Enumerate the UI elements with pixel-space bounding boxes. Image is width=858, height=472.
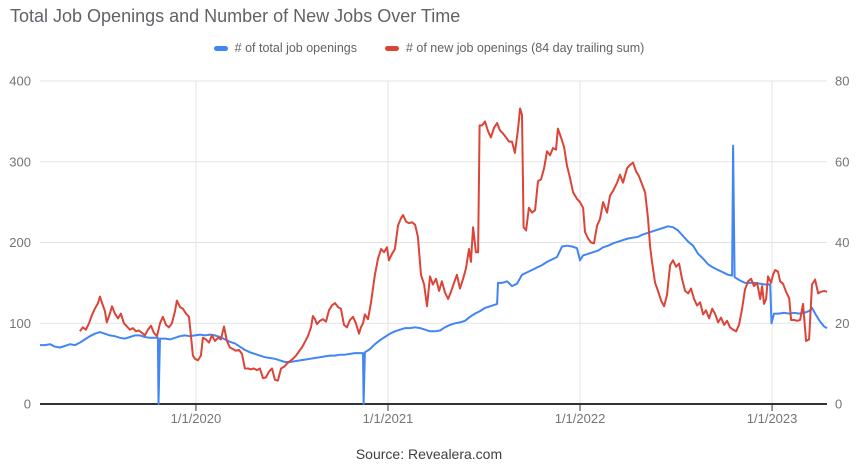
y-axis-left-label: 200 xyxy=(9,235,31,250)
legend-label-new: # of new job openings (84 day trailing s… xyxy=(405,41,645,55)
series-line-total-job-openings[interactable] xyxy=(40,144,828,405)
source-caption: Source: Revealera.com xyxy=(355,446,503,462)
series-line-new-job-openings[interactable] xyxy=(79,107,828,382)
y-axis-right-label: 20 xyxy=(835,316,849,331)
y-axis-right-label: 60 xyxy=(835,154,849,169)
legend-label-total: # of total job openings xyxy=(234,41,357,55)
y-axis-left-label: 300 xyxy=(9,154,31,169)
chart-title: Total Job Openings and Number of New Job… xyxy=(10,6,461,26)
legend-item-total-job-openings: # of total job openings xyxy=(213,41,357,55)
y-axis-left-label: 400 xyxy=(9,74,31,89)
x-axis-label: 1/1/2023 xyxy=(747,411,798,426)
y-axis-right-label: 0 xyxy=(835,397,842,412)
chart-legend: # of total job openings # of new job ope… xyxy=(0,41,858,55)
y-axis-right-label: 80 xyxy=(835,74,849,89)
x-axis-label: 1/1/2020 xyxy=(171,411,222,426)
legend-swatch-new-icon xyxy=(384,45,399,51)
y-axis-right-label: 40 xyxy=(835,235,849,250)
legend-item-new-job-openings: # of new job openings (84 day trailing s… xyxy=(384,41,645,55)
x-axis-label: 1/1/2022 xyxy=(555,411,606,426)
y-axis-left-label: 0 xyxy=(24,397,31,412)
legend-swatch-total-icon xyxy=(213,45,228,51)
x-axis-label: 1/1/2021 xyxy=(363,411,414,426)
y-axis-left-label: 100 xyxy=(9,316,31,331)
